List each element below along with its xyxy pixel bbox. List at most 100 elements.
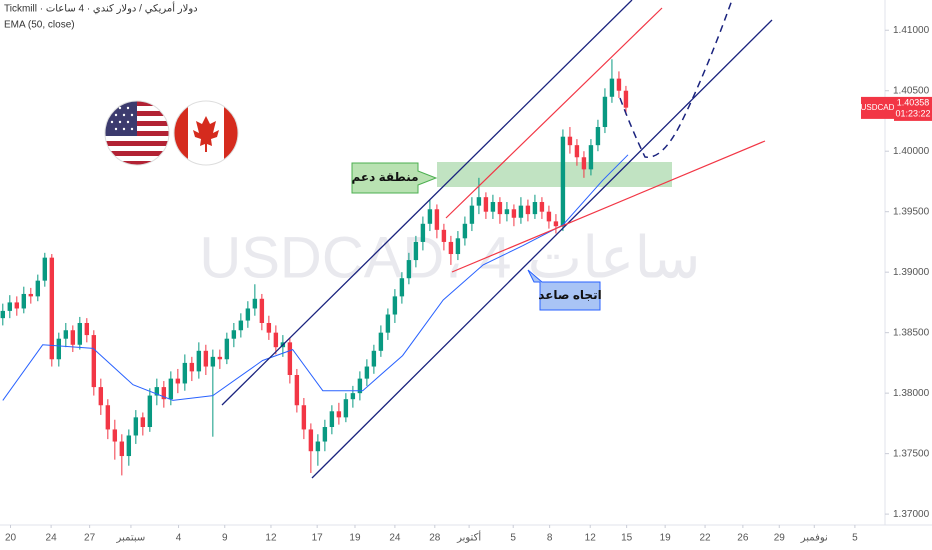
candle-body — [133, 417, 139, 436]
candle-body — [560, 136, 566, 227]
countdown-label: 01:23:22 — [895, 108, 930, 118]
candle-body — [84, 322, 90, 336]
candle-body — [245, 308, 251, 321]
plot-layer — [0, 59, 629, 476]
candle-body — [315, 441, 321, 452]
candle-body — [77, 322, 83, 345]
candle-body — [35, 280, 41, 297]
x-tick-label: 9 — [222, 533, 228, 544]
symbol-badge — [861, 96, 894, 119]
x-tick-label: 29 — [774, 533, 786, 544]
candle-body — [546, 211, 552, 222]
candle-body — [126, 435, 132, 457]
candle-body — [154, 387, 160, 396]
candle-body — [525, 205, 531, 215]
candle-body — [371, 350, 377, 367]
background-layer: USDCAD، 4 ساعات — [199, 162, 701, 290]
candle-body — [567, 136, 573, 146]
candle-body — [343, 399, 349, 418]
candle-body — [231, 330, 237, 339]
candle-body — [595, 127, 601, 146]
candle-body — [385, 314, 391, 333]
candle-body — [476, 197, 482, 206]
candle-body — [70, 330, 76, 345]
candle-body — [56, 338, 62, 360]
candle-body — [7, 302, 13, 311]
candle-body — [203, 350, 209, 367]
y-tick-label: 1.39500 — [893, 206, 930, 217]
y-tick-label: 1.40500 — [893, 85, 930, 96]
x-tick-label: سبتمبر — [116, 533, 146, 544]
x-tick-label: 26 — [737, 533, 749, 544]
x-tick-label: 5 — [510, 533, 516, 544]
y-tick-label: 1.41000 — [893, 25, 930, 36]
x-tick-label: 15 — [621, 533, 633, 544]
x-tick-label: 19 — [349, 533, 361, 544]
candle-body — [259, 298, 265, 323]
channel-line — [311, 19, 773, 479]
candle-body — [196, 350, 202, 372]
x-tick-label: 28 — [429, 533, 441, 544]
x-tick-label: 24 — [46, 533, 58, 544]
candle-body — [420, 223, 426, 242]
candle-body — [469, 205, 475, 224]
candle-body — [364, 366, 370, 379]
x-tick-label: نوفمبر — [800, 533, 828, 544]
candle-body — [161, 387, 167, 400]
y-tick-label: 1.38500 — [893, 327, 930, 338]
x-tick-label: 8 — [547, 533, 553, 544]
ema-line — [2, 154, 629, 401]
y-tick-label: 1.37500 — [893, 448, 930, 459]
candle-body — [105, 405, 111, 430]
candle-body — [189, 362, 195, 372]
channel-line — [221, 0, 633, 406]
candle-body — [392, 296, 398, 315]
candle-body — [455, 238, 461, 255]
candle-body — [553, 221, 559, 227]
candle-body — [616, 78, 622, 91]
candle-body — [182, 362, 188, 384]
candle-body — [266, 322, 272, 333]
candle-body — [504, 209, 510, 215]
candle-body — [49, 257, 55, 360]
candle-body — [28, 293, 34, 297]
candle-body — [609, 78, 615, 97]
y-tick-label: 1.40000 — [893, 146, 930, 157]
candle-body — [238, 320, 244, 331]
x-tick-label: أكتوبر — [456, 531, 481, 544]
candle-body — [413, 241, 419, 261]
candle-body — [252, 298, 258, 309]
flag-border — [104, 100, 170, 166]
flag-border — [173, 100, 239, 166]
candle-body — [399, 278, 405, 297]
candle-body — [140, 417, 146, 428]
candle-body — [98, 387, 104, 406]
last-price-label: 1.40358 — [897, 97, 930, 107]
candle-body — [441, 229, 447, 242]
annotation-box — [527, 269, 601, 311]
candle-body — [448, 241, 454, 255]
candle-body — [224, 338, 230, 360]
x-tick-label: 17 — [312, 533, 324, 544]
candle-body — [511, 209, 517, 218]
annotation-box — [351, 162, 438, 194]
candle-body — [532, 202, 538, 215]
us-flag — [105, 101, 169, 165]
candle-body — [308, 429, 314, 452]
candle-body — [42, 257, 48, 281]
annotation-text: اتجاه صاعد — [538, 288, 601, 302]
candle-body — [14, 302, 20, 309]
chart-title: Tickmill · دولار أمريكي / دولار كندي · 4… — [4, 2, 198, 15]
x-tick-label: 24 — [389, 533, 401, 544]
x-tick-label: 5 — [852, 533, 858, 544]
candle-body — [483, 197, 489, 212]
annotation-text: منطقة دعم — [351, 170, 418, 184]
candle-body — [329, 411, 335, 428]
support-zone — [437, 162, 672, 187]
y-tick-label: 1.39000 — [893, 267, 930, 278]
candle-body — [112, 429, 118, 442]
candle-body — [322, 427, 328, 442]
candle-body — [357, 378, 363, 394]
trend-line — [451, 140, 766, 273]
